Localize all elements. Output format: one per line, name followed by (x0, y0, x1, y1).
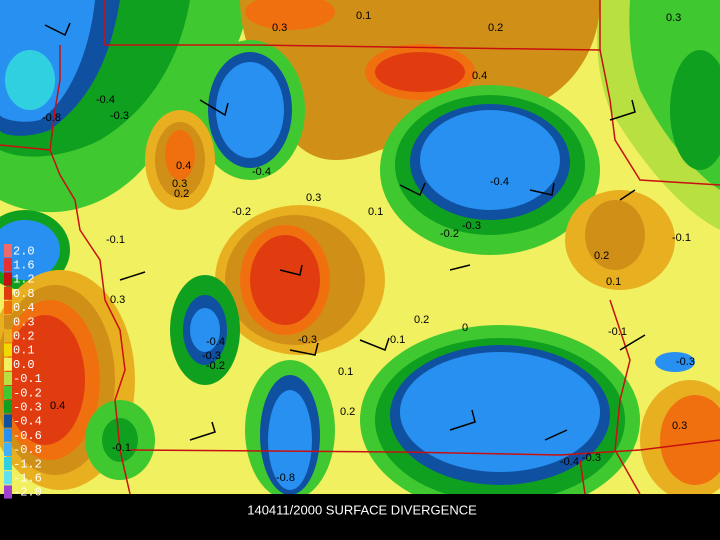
contour-label: -0.4 (560, 456, 579, 468)
map-title: 140411/2000 SURFACE DIVERGENCE (247, 502, 477, 517)
contour-label: -0.4 (252, 166, 271, 178)
contour-label: 0.1 (356, 10, 371, 22)
color-legend: 2.01.61.20.80.40.30.20.10.0-0.1-0.2-0.3-… (4, 244, 42, 500)
contour-label: 0 (462, 322, 468, 334)
legend-label: 1.2 (13, 273, 35, 287)
contour-label: 0.3 (110, 294, 125, 306)
contour-label: -0.3 (582, 452, 601, 464)
legend-swatch (4, 300, 12, 314)
legend-swatch (4, 258, 12, 272)
contour-label: 0.1 (390, 334, 405, 346)
contour-label: -0.3 (298, 334, 317, 346)
contour-label: -0.1 (106, 234, 125, 246)
legend-swatch (4, 329, 12, 343)
legend-label: -0.4 (13, 415, 42, 429)
contour-label: 0.2 (594, 250, 609, 262)
legend-swatch (4, 286, 12, 300)
contour-label: 0.3 (272, 22, 287, 34)
contour-label: -0.3 (676, 356, 695, 368)
legend-swatch (4, 471, 12, 485)
contour-label: -0.1 (672, 232, 691, 244)
legend-swatch (4, 414, 12, 428)
contour-label: -0.2 (206, 360, 225, 372)
legend-label: -1.2 (13, 457, 42, 471)
legend-label: 0.0 (13, 358, 35, 372)
legend-label: 0.2 (13, 329, 35, 343)
legend-label: 0.4 (13, 301, 35, 315)
contour-label: -0.4 (490, 176, 509, 188)
contour-labels: -0.8-0.4-0.30.30.10.20.30.40.30.2-0.1-0.… (42, 10, 695, 484)
contour-label: 0.4 (176, 160, 191, 172)
legend-swatch (4, 457, 12, 471)
contour-label: -0.3 (110, 110, 129, 122)
contour-label: -0.2 (232, 206, 251, 218)
divergence-field (0, 0, 720, 515)
legend-swatch (4, 272, 12, 286)
contour-label: 0.3 (172, 178, 187, 190)
contour-label: 0.4 (472, 70, 487, 82)
contour-label: 0.3 (306, 192, 321, 204)
legend-swatch (4, 442, 12, 456)
legend-label: -0.6 (13, 429, 42, 443)
contour-label: -0.3 (462, 220, 481, 232)
legend-label: -0.8 (13, 443, 42, 457)
contour-label: -0.1 (112, 442, 131, 454)
legend-label: 1.6 (13, 258, 35, 272)
legend-label: 0.1 (13, 344, 35, 358)
legend-swatch (4, 244, 12, 258)
contour-label: 0.4 (50, 400, 65, 412)
contour-label: 0.1 (606, 276, 621, 288)
contour-label: 0.2 (488, 22, 503, 34)
contour-label: 0.1 (368, 206, 383, 218)
legend-swatch (4, 371, 12, 385)
legend-swatch (4, 386, 12, 400)
legend-label: 2.0 (13, 244, 35, 258)
contour-label: 0.2 (174, 188, 189, 200)
contour-label: 0.1 (338, 366, 353, 378)
contour-label: 0.3 (672, 420, 687, 432)
contour-label: -0.1 (608, 326, 627, 338)
legend-swatch (4, 315, 12, 329)
contour-label: -0.8 (42, 112, 61, 124)
legend-label: -1.6 (13, 471, 42, 485)
contour-label: -0.2 (440, 228, 459, 240)
contour-label: -0.3 (202, 350, 221, 362)
legend-label: 0.8 (13, 287, 35, 301)
contour-label: 0.2 (340, 406, 355, 418)
legend-swatch (4, 343, 12, 357)
caption-bar (0, 494, 720, 540)
legend-swatch (4, 400, 12, 414)
legend-swatch (4, 428, 12, 442)
legend-label: -0.1 (13, 372, 42, 386)
legend-swatch (4, 485, 12, 499)
legend-label: -2.0 (13, 486, 42, 500)
contour-label: 0.2 (414, 314, 429, 326)
legend-label: 0.3 (13, 315, 35, 329)
contour-label: -0.4 (206, 336, 225, 348)
legend-label: -0.3 (13, 400, 42, 414)
legend-label: -0.2 (13, 386, 42, 400)
contour-label: -0.4 (96, 94, 115, 106)
legend-swatch (4, 357, 12, 371)
contour-label: -0.8 (276, 472, 295, 484)
contour-label: 0.3 (666, 12, 681, 24)
